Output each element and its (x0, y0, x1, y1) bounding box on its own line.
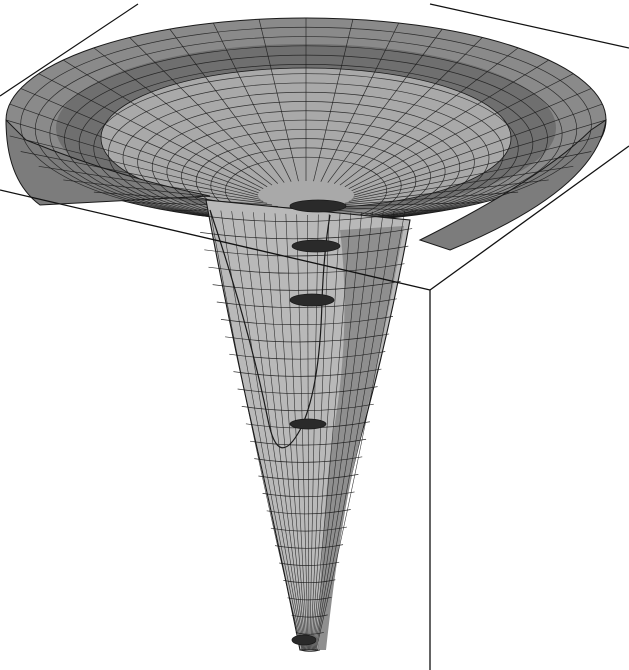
mesh-spoke (258, 19, 299, 182)
funnel-meridian (242, 211, 305, 651)
mesh-spoke (20, 151, 261, 200)
frame-edge-front-right (429, 145, 629, 291)
funnel-meridian (314, 210, 395, 651)
mesh-spoke (344, 179, 549, 204)
bounding-box-frame (0, 3, 629, 97)
mesh-spoke (353, 119, 607, 196)
funnel-ring (237, 386, 378, 394)
funnel-ring (212, 280, 401, 291)
frame-edge-front-left (0, 189, 431, 291)
funnel-ring (279, 561, 340, 566)
funnel-meridian (253, 212, 306, 651)
mesh-spoke (93, 191, 273, 206)
throat-opening (289, 418, 327, 430)
funnel-meridian (220, 210, 304, 651)
throat-opening (291, 634, 317, 646)
mesh-spoke (93, 47, 273, 186)
funnel-ring (220, 316, 394, 326)
funnel-ring (241, 403, 374, 412)
funnel-ring (208, 263, 405, 274)
funnel-shadow (318, 226, 404, 650)
funnel-meridian (231, 211, 304, 651)
mesh-spoke (212, 22, 292, 182)
bounding-box-frame-front (0, 145, 629, 670)
funnel-ring (283, 579, 336, 584)
mesh-spoke (9, 135, 259, 198)
mesh-spoke (9, 103, 259, 194)
funnel-ring (299, 649, 321, 652)
funnel-ring (225, 333, 390, 343)
mesh-spoke (327, 28, 443, 183)
funnel-meridian (274, 213, 307, 651)
mesh-spoke (353, 135, 603, 198)
funnel-meridian (311, 212, 352, 651)
mesh-spoke (313, 19, 354, 182)
funnel-ring (229, 351, 386, 360)
throat-opening (291, 239, 341, 253)
funnel-ring (233, 368, 382, 377)
funnel-meridian (311, 213, 341, 651)
funnel-meridian (285, 213, 308, 651)
mesh-spoke (327, 207, 443, 212)
funnel-meridian (263, 212, 307, 651)
mesh-spoke (5, 119, 259, 196)
mesh-spoke (348, 165, 574, 202)
funnel-meridian (315, 209, 406, 651)
frame-edge-back-left (0, 3, 139, 97)
funnel-meridian (307, 214, 310, 651)
funnel-ring (291, 614, 328, 618)
mesh-spoke (351, 88, 592, 191)
mesh-spoke (63, 59, 268, 188)
mesh-spoke (339, 47, 519, 186)
funnel-meridian (314, 211, 384, 651)
funnel-spiral (209, 209, 331, 449)
rim-lip-right (418, 118, 607, 251)
mesh-spoke (129, 37, 279, 184)
mesh-spoke (344, 59, 549, 188)
mesh-spoke (351, 151, 592, 200)
funnel-ring (195, 210, 417, 222)
funnel-ring (204, 245, 409, 257)
funnel-meridian (313, 211, 373, 651)
rim-lip-left (5, 118, 211, 206)
funnel-ring (200, 228, 413, 240)
mesh-spoke (20, 88, 261, 191)
mesh-spoke (339, 191, 519, 206)
mesh-spoke (334, 202, 483, 207)
funnel-meridian (209, 209, 303, 651)
throat-opening (289, 199, 347, 213)
mesh-spoke (169, 28, 285, 183)
funnel-meridian (310, 213, 330, 651)
mesh-spoke (320, 22, 400, 182)
mesh-spoke (38, 165, 264, 202)
mesh-spoke (348, 73, 574, 189)
funnel-surface (5, 17, 607, 652)
frame-edge-back-right (429, 3, 629, 49)
mesh-spoke (333, 37, 483, 184)
funnel-ring (216, 298, 397, 308)
mesh-spoke (353, 103, 603, 194)
mesh-spoke (63, 179, 268, 204)
throat-opening (289, 293, 335, 307)
mesh-spoke (38, 73, 264, 189)
